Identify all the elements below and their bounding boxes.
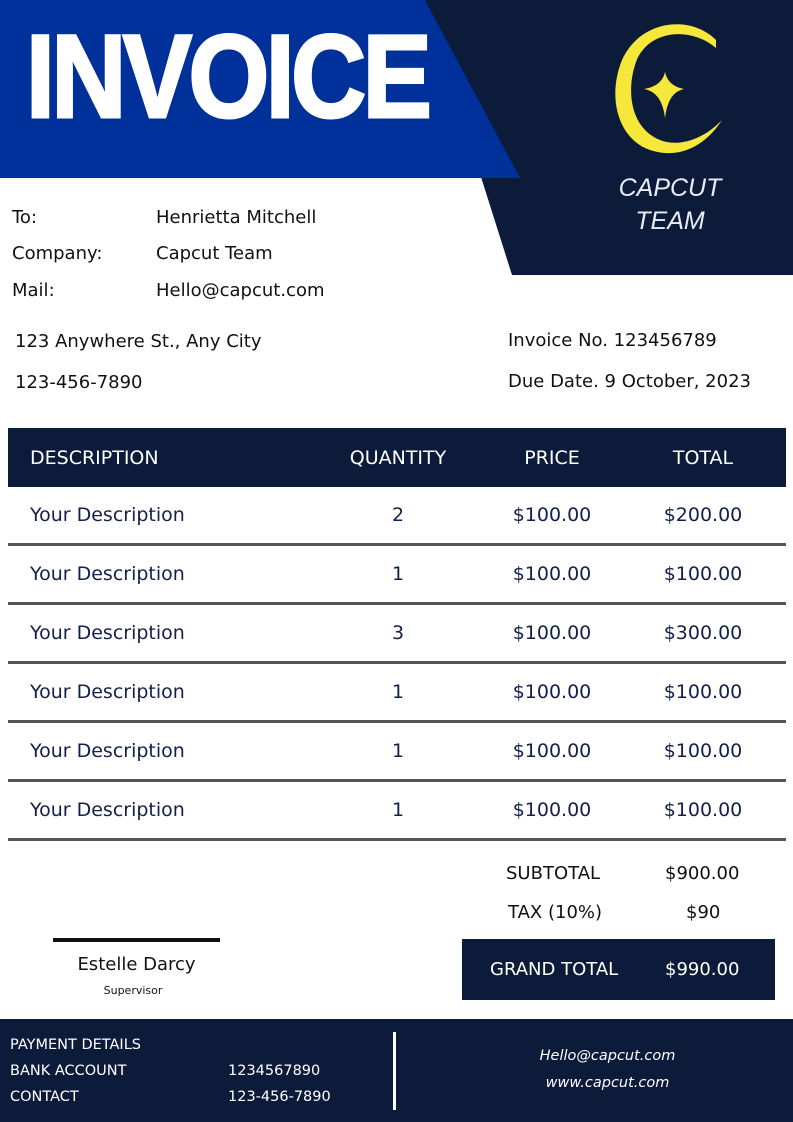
cell-quantity: 3	[391, 622, 405, 644]
cell-price: $100.00	[512, 504, 592, 526]
signature-role: Supervisor	[103, 984, 163, 997]
bank-account-label: BANK ACCOUNT	[10, 1063, 127, 1079]
cell-quantity: 2	[391, 504, 405, 526]
capcut-logo	[615, 24, 722, 154]
footer-email[interactable]: Hello@capcut.com	[539, 1048, 676, 1064]
mail-label: Mail:	[12, 280, 55, 301]
table-header: DESCRIPTION QUANTITY PRICE TOTAL	[8, 428, 786, 487]
table-row: Your Description 1 $100.00 $100.00	[8, 664, 786, 723]
footer-website[interactable]: www.capcut.com	[545, 1075, 670, 1091]
payment-details-label: PAYMENT DETAILS	[10, 1037, 141, 1053]
header-total: TOTAL	[672, 446, 734, 469]
brand-name: CAPCUT TEAM	[600, 172, 740, 238]
invoice-title: INVOICE	[25, 11, 434, 143]
grand-total-label: GRAND TOTAL	[490, 959, 619, 980]
subtotal-label: SUBTOTAL	[506, 863, 601, 884]
tax-label: TAX (10%)	[508, 902, 603, 923]
tax-value: $90	[686, 902, 721, 923]
cell-description: Your Description	[30, 504, 185, 526]
cell-price: $100.00	[512, 622, 592, 644]
signature-name: Estelle Darcy	[77, 954, 196, 975]
contact-value: 123-456-7890	[228, 1089, 331, 1105]
header-quantity: QUANTITY	[349, 446, 447, 469]
cell-quantity: 1	[391, 563, 405, 585]
grand-total-value: $990.00	[665, 959, 740, 980]
cell-total: $100.00	[663, 681, 743, 703]
cell-total: $300.00	[663, 622, 743, 644]
footer: PAYMENT DETAILS BANK ACCOUNT 1234567890 …	[0, 1019, 793, 1122]
subtotal-value: $900.00	[665, 863, 740, 884]
header-price: PRICE	[524, 446, 580, 469]
cell-description: Your Description	[30, 740, 185, 762]
table-row: Your Description 1 $100.00 $100.00	[8, 782, 786, 841]
cell-quantity: 1	[391, 740, 405, 762]
address: 123 Anywhere St., Any City	[15, 331, 262, 352]
due-date: Due Date. 9 October, 2023	[508, 371, 751, 392]
cell-price: $100.00	[512, 681, 592, 703]
cell-quantity: 1	[391, 681, 405, 703]
to-label: To:	[12, 207, 38, 228]
cell-total: $100.00	[663, 799, 743, 821]
cell-total: $200.00	[663, 504, 743, 526]
contact-label: CONTACT	[10, 1089, 79, 1105]
cell-price: $100.00	[512, 563, 592, 585]
table-row: Your Description 2 $100.00 $200.00	[8, 487, 786, 546]
mail-value: Hello@capcut.com	[156, 280, 325, 301]
cell-price: $100.00	[512, 740, 592, 762]
brand-line2: TEAM	[635, 207, 705, 235]
company-value: Capcut Team	[156, 243, 273, 264]
header-description: DESCRIPTION	[30, 446, 159, 469]
phone: 123-456-7890	[15, 372, 143, 393]
cell-description: Your Description	[30, 563, 185, 585]
cell-total: $100.00	[663, 740, 743, 762]
table-row: Your Description 1 $100.00 $100.00	[8, 723, 786, 782]
cell-total: $100.00	[663, 563, 743, 585]
company-label: Company:	[12, 243, 103, 264]
header-background	[0, 0, 793, 275]
cell-price: $100.00	[512, 799, 592, 821]
brand-line1: CAPCUT	[618, 174, 722, 202]
grand-total-box: GRAND TOTAL $990.00	[462, 939, 775, 1000]
cell-description: Your Description	[30, 622, 185, 644]
to-value: Henrietta Mitchell	[156, 207, 317, 228]
cell-quantity: 1	[391, 799, 405, 821]
invoice-number: Invoice No. 123456789	[508, 330, 717, 351]
table-row: Your Description 1 $100.00 $100.00	[8, 546, 786, 605]
footer-divider	[393, 1032, 396, 1110]
signature-line	[53, 938, 220, 942]
table-row: Your Description 3 $100.00 $300.00	[8, 605, 786, 664]
cell-description: Your Description	[30, 799, 185, 821]
bank-account-value: 1234567890	[228, 1063, 321, 1079]
cell-description: Your Description	[30, 681, 185, 703]
